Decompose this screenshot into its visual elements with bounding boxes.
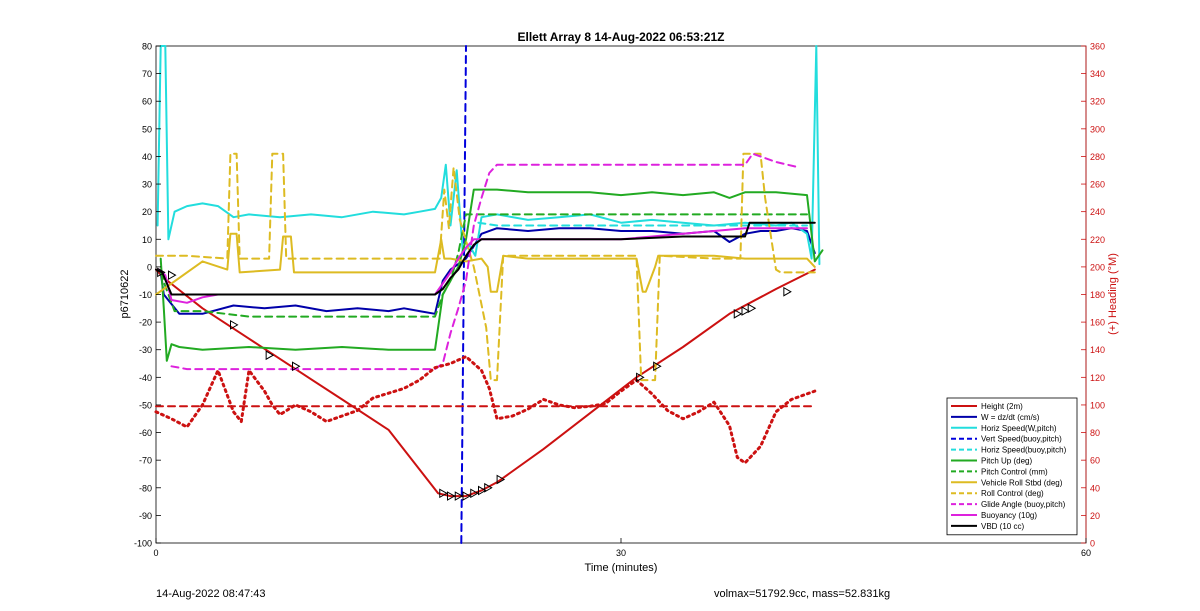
y2-tick-label: 80 [1090,428,1100,438]
triangle-marker [265,350,275,361]
triangle-marker [636,372,645,383]
triangle-marker [747,303,757,314]
axis-layer: -100-90-80-70-60-50-40-30-20-10010203040… [134,42,1105,559]
y2-tick-label: 200 [1090,262,1105,272]
y2-tick-label: 60 [1090,456,1100,466]
series-line-3 [460,45,467,544]
y-tick-label: -30 [139,345,152,355]
y2-tick-label: 160 [1090,318,1105,328]
y-tick-label: -80 [139,483,152,493]
y2-tick-label: 300 [1090,124,1105,134]
y2-tick-label: 260 [1090,180,1105,190]
legend-label: Buoyancy (10g) [981,511,1037,520]
legend-label: W = dz/dt (cm/s) [981,413,1040,422]
triangle-marker [741,306,751,316]
series-line-2 [156,45,821,266]
triangle-marker [168,270,177,281]
series-line-6 [159,213,808,318]
legend-label: Horiz Speed(W,pitch) [981,424,1057,433]
y-tick-label: 30 [142,180,152,190]
marker-layer [157,267,792,501]
x-tick-label: 60 [1081,548,1091,558]
y-tick-label: 70 [142,69,152,79]
legend-label: Vert Speed(buoy,pitch) [981,435,1062,444]
y2-tick-label: 140 [1090,345,1105,355]
legend-label: Pitch Control (mm) [981,467,1048,476]
x-tick-label: 0 [153,548,158,558]
legend-label: Glide Angle (buoy,pitch) [981,500,1066,509]
y-tick-label: -60 [139,428,152,438]
y-tick-label: 60 [142,97,152,107]
y2-tick-label: 280 [1090,152,1105,162]
series-layer [154,45,824,544]
legend-label: Height (2m) [981,402,1023,411]
y-tick-label: 20 [142,207,152,217]
triangle-marker [478,485,487,496]
triangle-marker [454,491,464,501]
triangle-marker [783,286,792,297]
y2-tick-label: 240 [1090,207,1105,217]
x-axis-label: Time (minutes) [585,562,658,574]
legend-label: Pitch Up (deg) [981,457,1032,466]
y2-tick-label: 20 [1090,511,1100,521]
legend-label: Vehicle Roll Stbd (deg) [981,478,1063,487]
y2-tick-label: 40 [1090,483,1100,493]
y-tick-label: 0 [147,262,152,272]
y2-tick-label: 120 [1090,373,1105,383]
triangle-marker [157,267,166,278]
legend-label: VBD (10 cc) [981,522,1024,531]
series-line-9 [170,152,801,371]
x-tick-label: 30 [616,548,626,558]
series-line-11 [155,221,816,296]
y-tick-label: -90 [139,511,152,521]
series-line-7 [155,232,816,296]
series-line-4 [477,221,808,227]
series-line-8 [155,152,816,382]
y-tick-label: 80 [142,42,152,52]
y-axis-label: p6710622 [119,270,131,319]
series-line-13 [154,355,817,465]
y-tick-label: 10 [142,235,152,245]
y-tick-label: 50 [142,124,152,134]
footer-timestamp: 14-Aug-2022 08:47:43 [156,588,266,600]
legend: Height (2m) W = dz/dt (cm/s) Horiz Speed(W… [946,397,1078,536]
y-tick-label: -70 [139,456,152,466]
y2-tick-label: 220 [1090,235,1105,245]
triangle-marker [462,491,472,501]
triangle-marker [230,320,239,330]
triangle-marker [733,308,743,319]
y-tick-label: -10 [139,290,152,300]
y2-tick-label: 340 [1090,69,1105,79]
y2-tick-label: 180 [1090,290,1105,300]
triangle-marker [496,474,506,485]
y-tick-label: -20 [139,318,152,328]
triangle-marker [484,482,493,493]
triangle-marker [653,361,662,372]
chart-title: Ellett Array 8 14-Aug-2022 06:53:21Z [518,30,725,44]
y2-tick-label: 360 [1090,42,1105,52]
y-tick-label: -50 [139,400,152,410]
series-line-0 [155,268,816,498]
legend-box [946,397,1078,536]
y2-tick-label: 100 [1090,400,1105,410]
triangle-marker [470,488,479,499]
triangle-marker [439,488,448,499]
legend-label: Horiz Speed(buoy,pitch) [981,446,1067,455]
y-tick-label: -100 [134,539,152,549]
y-tick-label: 40 [142,152,152,162]
footer-mass-info: volmax=51792.9cc, mass=52.831kg [714,588,891,600]
y-tick-label: -40 [139,373,152,383]
triangle-marker [447,491,456,501]
y2-axis-label: (+) Heading (°M) [1107,253,1119,335]
y2-tick-label: 0 [1090,539,1095,549]
legend-label: Roll Control (deg) [981,489,1044,498]
y2-tick-label: 320 [1090,97,1105,107]
triangle-marker [292,361,301,372]
series-line-10 [158,227,808,304]
